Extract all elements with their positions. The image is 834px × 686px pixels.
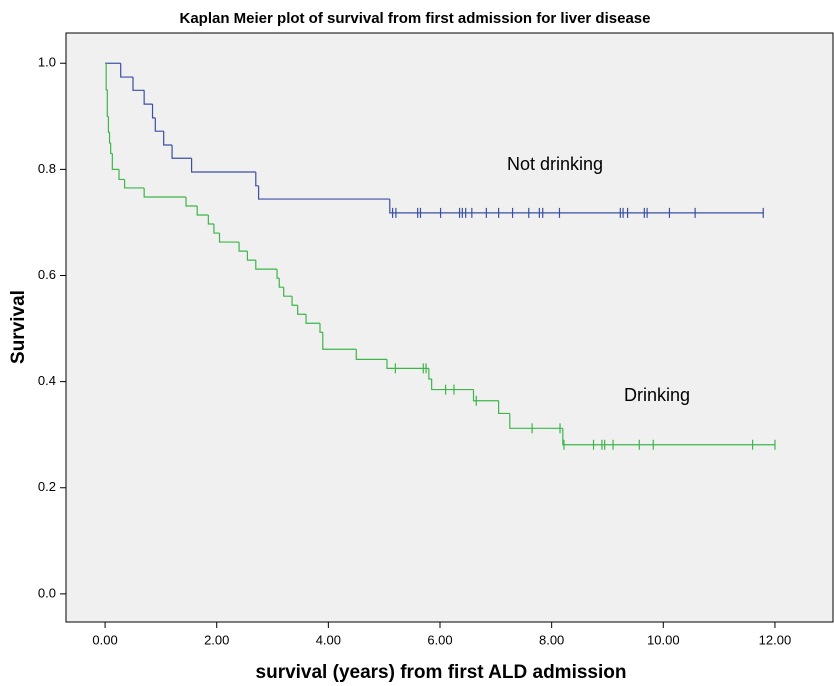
series-label: Not drinking [507,154,603,174]
survival-step [291,296,298,306]
survival-step [207,215,214,225]
survival-step [255,260,278,270]
survival-step [278,278,284,288]
y-tick-label: 0.4 [38,373,56,388]
survival-step [163,131,173,146]
x-tick-label: 8.00 [539,632,564,647]
x-tick-label: 2.00 [204,632,229,647]
x-tick-label: 0.00 [92,632,117,647]
survival-step [322,332,357,350]
survival-step [305,314,320,324]
x-axis-label: survival (years) from first ALD admissio… [256,662,627,683]
survival-step [196,205,209,216]
survival-step [132,77,145,91]
survival-step [297,305,307,315]
plot-area [65,32,834,623]
survival-step [213,224,220,234]
survival-step [171,144,192,159]
chart-title: Kaplan Meier plot of survival from first… [180,10,651,27]
survival-step [118,169,125,181]
survival-step [246,251,256,261]
y-tick-label: 1.0 [38,55,56,70]
survival-step [355,349,387,360]
survival-step [238,242,248,252]
survival-step [218,233,240,243]
survival-step [389,199,764,214]
series-label: Drinking [624,385,690,405]
survival-step [143,90,153,105]
survival-step [472,389,499,402]
survival-step [509,413,563,429]
survival-step [276,269,280,279]
survival-step [191,158,256,173]
x-tick-label: 12.00 [759,632,792,647]
survival-step [151,104,156,119]
x-tick-label: 10.00 [647,632,680,647]
y-axis-label: Survival [8,290,29,364]
survival-step [143,187,187,198]
survival-step [319,323,323,333]
y-tick-label: 0.0 [38,585,56,600]
survival-step [120,63,133,78]
survival-step [428,368,432,380]
survival-step [255,172,259,187]
survival-step [124,179,145,189]
y-tick-label: 0.6 [38,267,56,282]
survival-step [257,185,390,200]
survival-step [431,378,474,391]
survival-step [111,153,120,170]
y-tick-label: 0.2 [38,479,56,494]
survival-step [498,400,510,415]
survival-step [562,428,775,446]
survival-step [154,117,164,132]
y-tick-label: 0.8 [38,161,56,176]
survival-step [386,359,429,369]
x-tick-label: 6.00 [427,632,452,647]
x-tick-label: 4.00 [316,632,341,647]
survival-step [185,196,198,207]
survival-step [283,287,293,297]
